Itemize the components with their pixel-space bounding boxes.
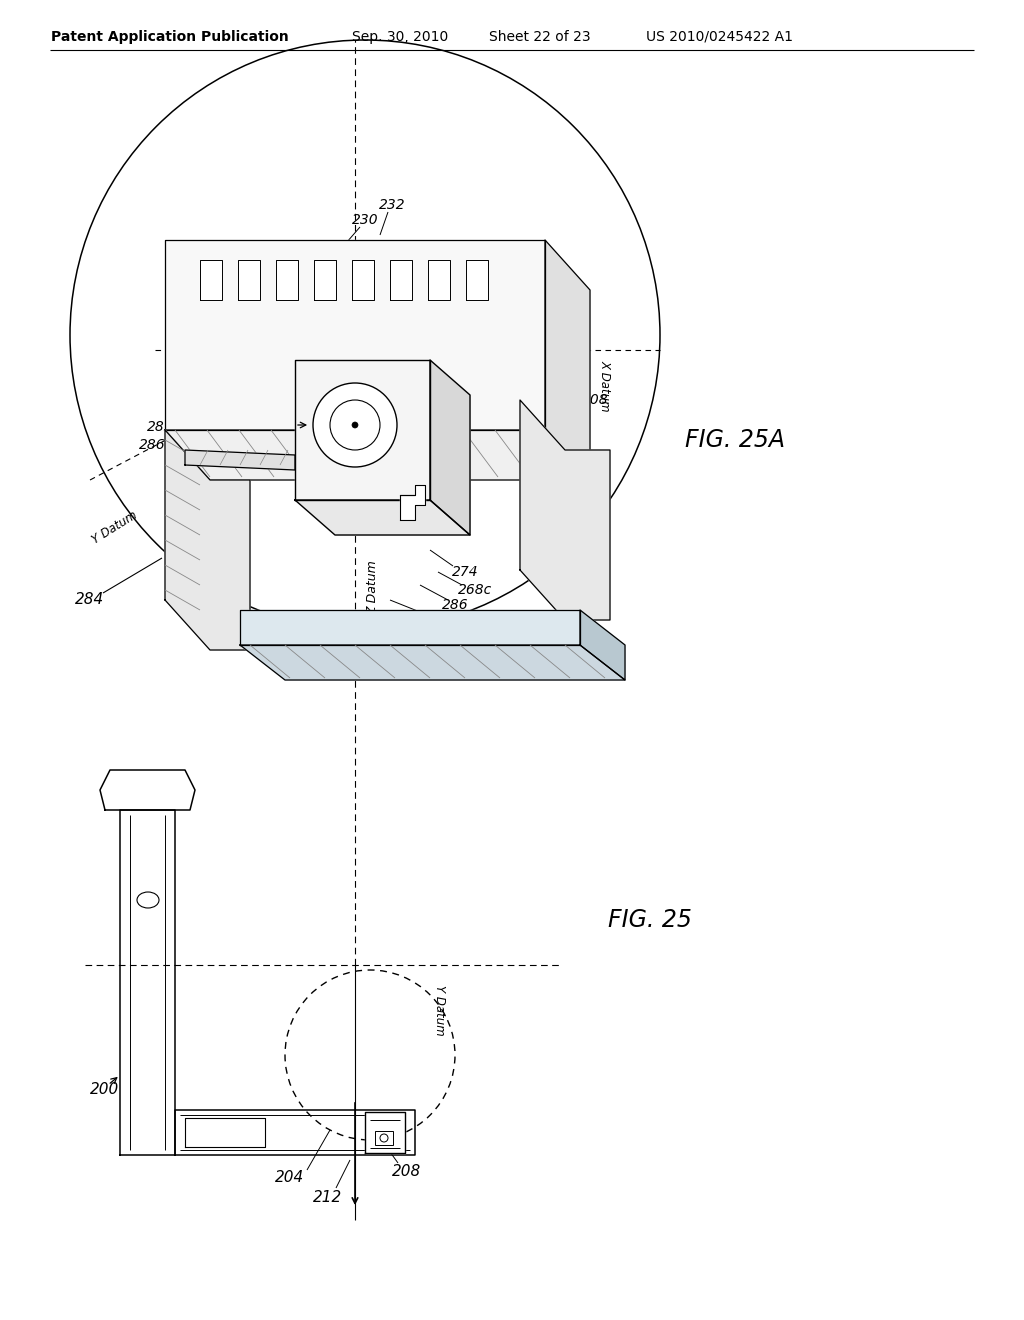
Bar: [375, 1131, 393, 1144]
Polygon shape: [276, 260, 298, 300]
Polygon shape: [200, 260, 222, 300]
Polygon shape: [100, 770, 195, 810]
Polygon shape: [400, 484, 425, 520]
Text: 268c: 268c: [458, 583, 493, 597]
Circle shape: [352, 422, 358, 428]
Text: Y Datum: Y Datum: [90, 510, 140, 546]
Text: 232: 232: [379, 198, 406, 213]
Text: 286: 286: [138, 438, 165, 451]
Polygon shape: [120, 810, 175, 1155]
Text: 230: 230: [351, 213, 378, 227]
Polygon shape: [466, 260, 488, 300]
Text: FIG. 25A: FIG. 25A: [685, 428, 785, 451]
Text: 208: 208: [392, 1164, 422, 1180]
Text: Sheet 22 of 23: Sheet 22 of 23: [489, 30, 591, 44]
Text: 274: 274: [452, 565, 478, 579]
Polygon shape: [185, 450, 295, 470]
Text: FIG. 25: FIG. 25: [608, 908, 692, 932]
Text: US 2010/0245422 A1: US 2010/0245422 A1: [646, 30, 794, 44]
Polygon shape: [165, 240, 545, 430]
Text: 212: 212: [313, 1189, 343, 1204]
Polygon shape: [428, 260, 450, 300]
Text: 200: 200: [90, 1082, 120, 1097]
Polygon shape: [175, 1110, 415, 1155]
Polygon shape: [165, 430, 590, 480]
Polygon shape: [295, 360, 430, 500]
Polygon shape: [238, 260, 260, 300]
Text: 286: 286: [441, 598, 468, 612]
Polygon shape: [295, 500, 470, 535]
Text: 282: 282: [146, 420, 173, 434]
Polygon shape: [520, 400, 610, 620]
Text: Patent Application Publication: Patent Application Publication: [51, 30, 289, 44]
Polygon shape: [430, 360, 470, 535]
Text: 210: 210: [422, 612, 449, 627]
Polygon shape: [240, 645, 625, 680]
Polygon shape: [390, 260, 412, 300]
Polygon shape: [185, 1118, 265, 1147]
Polygon shape: [240, 610, 580, 645]
Text: Sep. 30, 2010: Sep. 30, 2010: [352, 30, 449, 44]
Polygon shape: [165, 430, 250, 649]
Polygon shape: [580, 610, 625, 680]
Polygon shape: [352, 260, 374, 300]
Text: 204: 204: [275, 1170, 304, 1184]
Polygon shape: [314, 260, 336, 300]
Circle shape: [313, 383, 397, 467]
Text: Z Datum: Z Datum: [367, 560, 380, 615]
Polygon shape: [545, 240, 590, 480]
Text: 208: 208: [582, 393, 608, 407]
Text: Y Datum: Y Datum: [433, 985, 446, 1036]
Text: 284: 284: [76, 593, 104, 607]
Polygon shape: [365, 1111, 406, 1152]
Text: X Datum: X Datum: [598, 360, 611, 412]
